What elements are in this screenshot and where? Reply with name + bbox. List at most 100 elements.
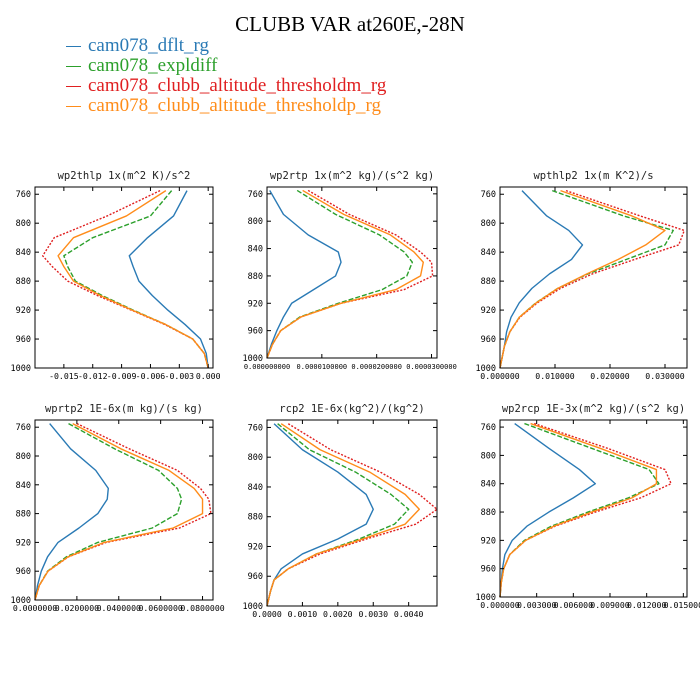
x-tick-label: 0.0010 <box>288 609 318 619</box>
panel-3: wpthlp2 1x(m K^2)/s 760 800 840 880 920 960 100… <box>476 170 688 381</box>
figure-title: CLUBB VAR at260E,-28N <box>235 12 465 36</box>
y-tick-label: 880 <box>16 510 31 520</box>
plot-frame <box>34 419 214 601</box>
x-tick-label: -0.015 <box>49 371 79 381</box>
y-tick-label: 920 <box>16 306 31 316</box>
y-tick-label: 880 <box>248 513 263 523</box>
y-tick-label: 960 <box>16 567 31 577</box>
legend-swatch-expldiff <box>66 66 81 67</box>
y-tick-label: 960 <box>248 327 263 337</box>
x-tick-label: 0.0200000 <box>55 603 99 613</box>
legend-swatch-dflt <box>66 46 81 47</box>
y-tick-label: 880 <box>481 277 496 287</box>
y-tick-label: 800 <box>16 452 31 462</box>
panel-title: wp2rtp 1x(m^2 kg)/(s^2 kg) <box>270 170 434 182</box>
y-tick-label: 840 <box>248 245 263 255</box>
y-tick-label: 840 <box>16 248 31 258</box>
series-line-2 <box>266 189 414 359</box>
series-line-2 <box>499 189 674 369</box>
panel-title: rcp2 1E-6x(kg^2)/(kg^2) <box>279 403 424 415</box>
panel-title: wp2thlp 1x(m^2 K)/s^2 <box>58 170 191 182</box>
legend-label-thresholdp: cam078_clubb_altitude_thresholdp_rg <box>88 95 382 116</box>
x-tick-label: 0.000000 <box>480 600 520 610</box>
legend-label-dflt: cam078_dflt_rg <box>88 35 210 56</box>
x-tick-label: 0.020000 <box>590 371 630 381</box>
x-tick-label: 0.0030 <box>358 609 388 619</box>
y-tick-label: 800 <box>481 219 496 229</box>
x-tick-label: -0.006 <box>136 371 166 381</box>
y-tick-label: 1000 <box>11 596 31 606</box>
panel-1: wp2thlp 1x(m^2 K)/s^2 760 800 840 880 920 960 1… <box>11 170 221 381</box>
x-tick-label: 0.0000100000 <box>297 363 348 371</box>
y-tick-label: 760 <box>248 423 263 433</box>
y-tick-label: 960 <box>481 565 496 575</box>
y-tick-label: 1000 <box>476 593 496 603</box>
plot-frame <box>499 186 688 369</box>
plot-frame <box>266 419 438 607</box>
x-tick-label: 0.000000 <box>480 371 520 381</box>
series-line-3 <box>42 189 209 369</box>
x-tick-label: 0.006000 <box>554 600 594 610</box>
series-line-3 <box>266 423 438 607</box>
series-line-1 <box>266 190 342 359</box>
y-tick-label: 880 <box>248 272 263 282</box>
panel-title: wp2rcp 1E-3x(m^2 kg)/(s^2 kg) <box>502 403 685 415</box>
series-line-1 <box>128 190 209 369</box>
series-line-4 <box>499 422 658 598</box>
x-tick-label: 0.015000 <box>664 600 700 610</box>
x-tick-label: -0.009 <box>107 371 137 381</box>
x-tick-label: -0.012 <box>78 371 108 381</box>
y-tick-label: 1000 <box>476 364 496 374</box>
x-tick-label: 0.0000300000 <box>406 363 457 371</box>
y-tick-label: 880 <box>16 277 31 287</box>
y-tick-label: 760 <box>16 423 31 433</box>
panel-6: wp2rcp 1E-3x(m^2 kg)/(s^2 kg) 760 800 840 88… <box>476 403 700 610</box>
y-tick-label: 920 <box>481 306 496 316</box>
panel-4: wprtp2 1E-6x(m kg)/(s kg) 760 800 840 880 920… <box>11 403 225 613</box>
x-tick-label: 0.010000 <box>535 371 575 381</box>
plot-frame <box>499 419 688 598</box>
y-tick-label: 840 <box>248 483 263 493</box>
y-tick-label: 1000 <box>11 364 31 374</box>
y-tick-label: 1000 <box>243 354 263 364</box>
series-line-4 <box>266 189 424 359</box>
x-tick-label: 0.0000000 <box>13 603 57 613</box>
y-tick-label: 920 <box>248 299 263 309</box>
series-line-2 <box>63 190 209 369</box>
x-tick-label: 0.012000 <box>627 600 667 610</box>
legend-label-expldiff: cam078_expldiff <box>88 55 218 76</box>
y-tick-label: 1000 <box>243 602 263 612</box>
series-line-3 <box>266 189 434 359</box>
series-line-4 <box>499 189 666 369</box>
y-tick-label: 800 <box>248 217 263 227</box>
series-line-1 <box>34 423 109 601</box>
x-tick-label: 0.0400000 <box>97 603 141 613</box>
y-tick-label: 960 <box>248 572 263 582</box>
y-tick-label: 760 <box>481 190 496 200</box>
series-line-1 <box>499 422 597 598</box>
y-tick-label: 800 <box>16 219 31 229</box>
legend-label-thresholdm: cam078_clubb_altitude_thresholdm_rg <box>88 75 387 96</box>
plot-frame <box>34 186 214 369</box>
plot-frame <box>266 186 438 359</box>
series-line-4 <box>266 423 420 607</box>
y-tick-label: 840 <box>481 248 496 258</box>
series-line-2 <box>499 422 660 598</box>
series-line-4 <box>34 422 204 601</box>
x-tick-label: 0.0000 <box>252 609 282 619</box>
series-line-4 <box>57 190 209 369</box>
x-tick-label: 0.0800000 <box>180 603 224 613</box>
panel-title: wpthlp2 1x(m K^2)/s <box>533 170 653 182</box>
x-tick-label: 0.000 <box>196 371 221 381</box>
y-tick-label: 920 <box>248 542 263 552</box>
y-tick-label: 760 <box>16 190 31 200</box>
x-tick-label: 0.030000 <box>645 371 685 381</box>
series-line-1 <box>499 190 584 369</box>
x-tick-label: 0.0020 <box>323 609 353 619</box>
series-line-2 <box>266 423 410 607</box>
y-tick-label: 960 <box>16 335 31 345</box>
x-tick-label: -0.003 <box>165 371 195 381</box>
y-tick-label: 880 <box>481 508 496 518</box>
